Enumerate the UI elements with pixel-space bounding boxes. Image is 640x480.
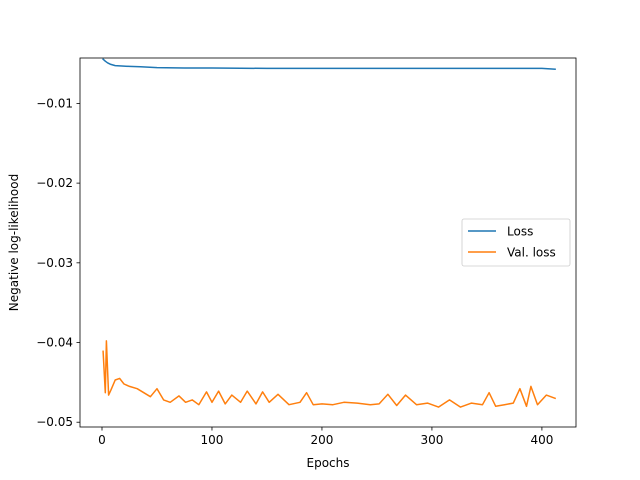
x-tick-label: 300 <box>420 433 443 447</box>
x-axis: 0 100 200 300 400 <box>98 427 553 447</box>
x-tick-label: 0 <box>98 433 106 447</box>
legend-label: Loss <box>507 225 533 239</box>
x-tick-label: 100 <box>201 433 224 447</box>
y-tick-label: −0.04 <box>36 336 73 350</box>
x-tick-label: 200 <box>310 433 333 447</box>
y-tick-label: −0.01 <box>36 96 73 110</box>
y-axis: −0.05 −0.04 −0.03 −0.02 −0.01 <box>36 96 80 429</box>
y-tick-label: −0.03 <box>36 256 73 270</box>
legend-label: Val. loss <box>507 246 556 260</box>
plot-frame <box>79 57 577 428</box>
y-axis-label: Negative log-likelihood <box>7 174 21 311</box>
y-tick-label: −0.05 <box>36 415 73 429</box>
series-line-val-loss <box>102 340 557 408</box>
series-layer <box>102 58 557 408</box>
y-tick-label: −0.02 <box>36 176 73 190</box>
legend: Loss Val. loss <box>461 218 571 267</box>
x-tick-label: 400 <box>530 433 553 447</box>
x-axis-label: Epochs <box>307 456 350 470</box>
series-line-loss <box>102 58 556 70</box>
